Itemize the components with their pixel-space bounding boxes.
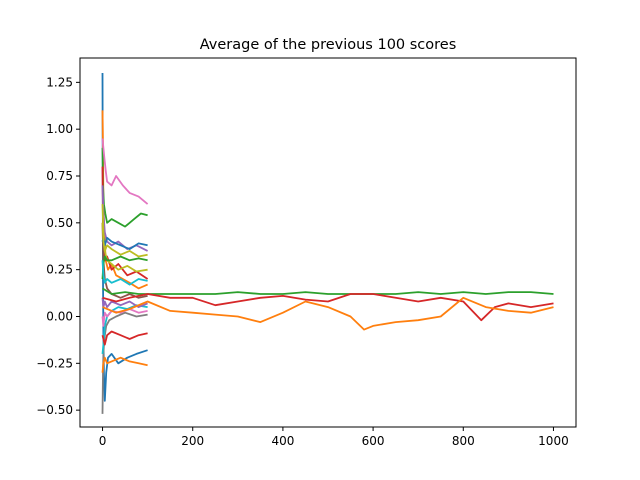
series-line-16: [101, 260, 148, 286]
y-tick-label: 0.75: [46, 169, 73, 183]
x-tick-label: 200: [181, 434, 204, 448]
series-line-11: [101, 356, 148, 373]
series-line-20: [102, 296, 554, 331]
plot-lines: [101, 72, 554, 414]
x-tick-label: 600: [362, 434, 385, 448]
x-axis: 0 200 400 600 800 1000: [99, 427, 569, 448]
y-tick-label: 0.25: [46, 263, 73, 277]
y-tick-label: −0.25: [36, 356, 73, 370]
series-line-14: [101, 297, 148, 309]
plot-frame: [79, 57, 577, 428]
y-tick-label: 1.25: [46, 75, 73, 89]
x-tick-label: 1000: [538, 434, 569, 448]
series-line-19: [102, 293, 554, 322]
series-line-12: [101, 255, 148, 280]
chart-title: Average of the previous 100 scores: [200, 37, 457, 53]
x-tick-label: 800: [452, 434, 475, 448]
y-tick-label: 0.00: [46, 309, 73, 323]
series-line-18: [102, 287, 554, 295]
series-line-4: [101, 185, 149, 252]
x-tick-label: 400: [271, 434, 294, 448]
y-tick-label: 1.00: [46, 122, 73, 136]
series-line-17: [101, 308, 148, 327]
series-line-6: [101, 138, 149, 205]
y-tick-label: −0.50: [36, 403, 73, 417]
y-tick-label: 0.50: [46, 216, 73, 230]
y-axis: −0.50 −0.25 0.00 0.25 0.50 0.75 1.00 1.25: [36, 75, 80, 417]
series-line-13: [101, 330, 148, 346]
series-line-0: [101, 72, 148, 402]
series-line-15: [101, 222, 148, 258]
x-tick-label: 0: [99, 434, 107, 448]
